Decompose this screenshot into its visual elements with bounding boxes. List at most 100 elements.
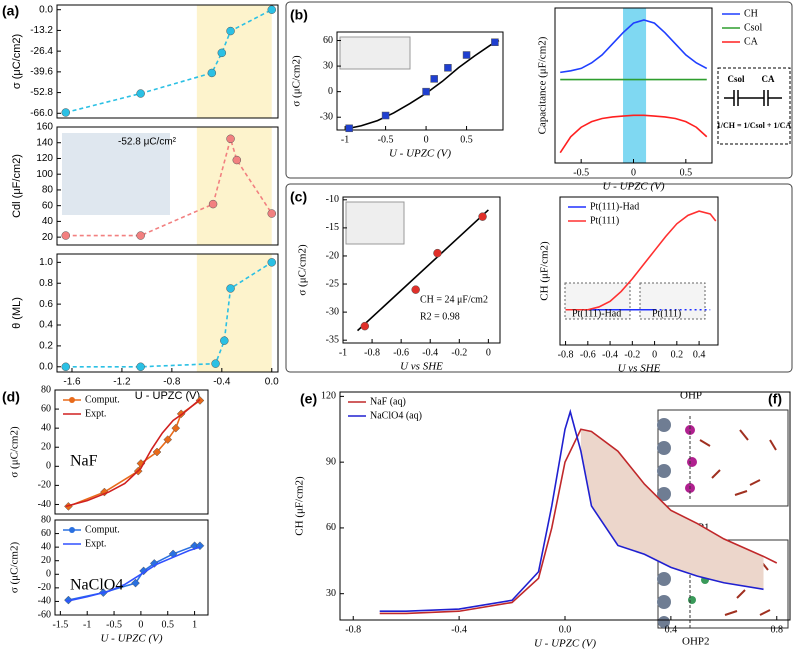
x-tick-label: 0.2 (671, 349, 684, 360)
marker (163, 435, 173, 444)
x-tick-label: -0.4 (213, 377, 231, 388)
y-axis-label: σ (μC/cm2) (11, 34, 23, 89)
series-line (565, 210, 717, 311)
marker (411, 285, 420, 294)
series-line (65, 398, 201, 508)
difference-fill (580, 429, 764, 590)
y-tick-label: 0.0 (39, 361, 53, 372)
y-tick-label: -40 (38, 499, 51, 510)
y-tick-label: 20 (42, 232, 54, 243)
series-line (559, 114, 708, 154)
panel-label: (a) (2, 3, 19, 19)
y-tick-label: 0.6 (39, 299, 53, 310)
marker (61, 362, 70, 372)
panel-label: (c) (290, 189, 307, 205)
x-axis-label: U vs SHE (618, 363, 661, 375)
panel-c-frame (285, 183, 793, 373)
marker (207, 68, 217, 78)
x-tick-label: -0.4 (451, 624, 467, 635)
x-tick-label: -1.6 (63, 377, 81, 388)
annotation: R2 = 0.98 (420, 311, 460, 322)
plot-frame (336, 31, 504, 131)
marker (430, 75, 438, 83)
marker (171, 423, 181, 433)
x-axis-label: U - UPZC (V) (389, 148, 451, 160)
series-line (379, 428, 778, 615)
marker (267, 209, 277, 218)
marker (267, 5, 277, 14)
x-tick-label: -1 (339, 347, 347, 358)
y-tick-label: -52.8 (30, 87, 53, 98)
x-tick-label: 1 (192, 619, 197, 630)
x-tick-label: -1.2 (113, 377, 131, 388)
marker (149, 559, 159, 568)
series-line (65, 261, 273, 368)
x-tick-label: 0.0 (265, 377, 279, 388)
y-tick-label: 60 (326, 522, 336, 533)
y-tick-label: -60 (38, 609, 51, 620)
y-tick-label: -66.0 (30, 108, 53, 119)
x-tick-label: 0.4 (693, 349, 706, 360)
y-axis-label: σ (μC/cm2) (9, 542, 21, 594)
marker (226, 284, 235, 293)
y-tick-label: 0.0 (39, 4, 53, 15)
insets (62, 36, 706, 320)
x-tick-label: -0.6 (393, 347, 409, 358)
y-tick-label: 60 (41, 403, 51, 414)
y-tick-label: -20 (326, 250, 339, 261)
ohp-label: OHP2 (682, 636, 710, 648)
y-tick-label: 160 (36, 122, 53, 133)
y-tick-label: 40 (42, 216, 54, 227)
x-tick-label: 0.4 (665, 624, 678, 635)
x-tick-label: -0.6 (580, 349, 596, 360)
annotation: -52.8 μC/cm² (118, 137, 177, 148)
marker (220, 336, 229, 345)
inset-c-right-1 (564, 282, 631, 320)
plot-frame (54, 389, 209, 515)
x-axis-label: U - UPZC (V) (100, 633, 162, 645)
x-tick-label: -1.5 (52, 619, 68, 630)
y-tick-label: 90 (326, 456, 336, 467)
x-tick-label: -0.2 (451, 347, 467, 358)
x-tick-label: -1 (341, 134, 349, 145)
x-tick-label: 0.5 (161, 619, 174, 630)
marker (152, 447, 162, 457)
legend-marker (69, 397, 75, 403)
annotation: NaF (70, 453, 98, 470)
y-tick-label: 100 (36, 169, 53, 180)
equation-label: CA (762, 74, 775, 84)
y-axis-label: Capacitance (μF/cm2) (537, 36, 549, 134)
y-tick-label: 120 (321, 391, 336, 402)
annotation: NaClO4 (70, 577, 123, 594)
y-tick-label: -25 (326, 278, 339, 289)
y-tick-label: 40 (41, 541, 51, 552)
legend-label: Comput. (85, 394, 120, 405)
equation-box (717, 67, 791, 145)
marker (381, 111, 390, 120)
x-axis-label: U vs SHE (400, 361, 443, 373)
series-line (65, 135, 273, 237)
y-tick-label: 0 (328, 86, 333, 97)
marker (139, 566, 148, 576)
marker (422, 87, 430, 96)
annotation: Pt(111) (652, 308, 681, 319)
marker (478, 212, 487, 221)
y-axis-label: CH (μF/cm2) (539, 241, 551, 301)
marker (232, 155, 242, 165)
y-tick-label: 0.4 (39, 320, 53, 331)
x-axis-label: U - UPZC (V) (135, 390, 200, 402)
panel-label: (d) (2, 389, 20, 405)
plot-frame (342, 196, 501, 344)
legend-label: Csol (744, 22, 763, 33)
y-tick-label: 30 (326, 588, 336, 599)
panel-label: (b) (290, 7, 308, 23)
y-tick-label: -15 (326, 222, 339, 233)
marker (136, 89, 145, 98)
plot-frame (56, 4, 279, 119)
marker (360, 321, 370, 331)
y-tick-label: 60 (42, 200, 54, 211)
legend-label: NaF (aq) (370, 396, 406, 407)
x-tick-label: 0 (631, 167, 636, 178)
capacitor-symbol (724, 90, 782, 106)
series-line (65, 546, 201, 603)
